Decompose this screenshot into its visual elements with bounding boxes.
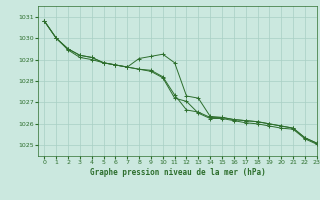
X-axis label: Graphe pression niveau de la mer (hPa): Graphe pression niveau de la mer (hPa) <box>90 168 266 177</box>
